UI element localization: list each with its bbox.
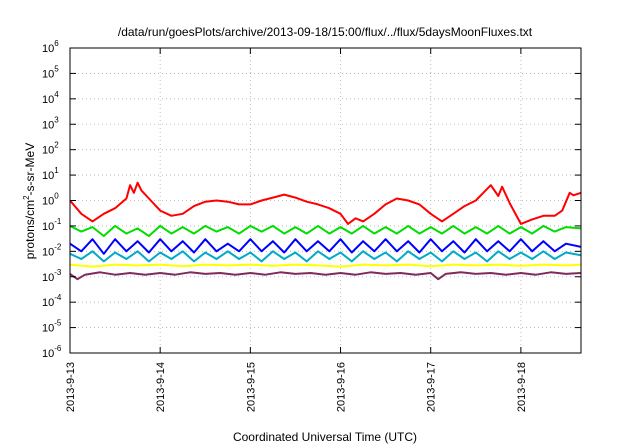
y-tick-label-exponent: -2 xyxy=(54,242,62,251)
y-tick-label-base: 10 xyxy=(42,297,54,309)
y-tick-label-base: 10 xyxy=(42,119,54,131)
x-tick-label: 2013-9-18 xyxy=(516,362,528,412)
y-tick-label: 105 xyxy=(42,64,59,80)
axis-ticks xyxy=(69,47,581,354)
y-tick-label-exponent: 6 xyxy=(54,39,59,48)
x-tick-label: 2013-9-13 xyxy=(65,362,77,412)
y-tick-label-base: 10 xyxy=(42,272,54,284)
series-line xyxy=(70,263,581,268)
series-line xyxy=(70,271,581,281)
data-series xyxy=(70,181,581,281)
y-axis-label-prefix: protons/cm xyxy=(23,200,37,259)
y-tick-label: 10-1 xyxy=(42,217,62,233)
y-tick-label-exponent: -1 xyxy=(54,217,62,226)
y-tick-labels: 10-610-510-410-310-210-11001011021031041… xyxy=(42,39,62,360)
y-tick-label: 103 xyxy=(42,115,59,131)
y-tick-label-base: 10 xyxy=(42,221,54,233)
x-tick-label: 2013-9-14 xyxy=(155,362,167,412)
x-axis-label: Coordinated Universal Time (UTC) xyxy=(233,430,417,444)
series-line xyxy=(70,250,581,263)
y-tick-label-base: 10 xyxy=(42,348,54,360)
y-tick-label-exponent: 5 xyxy=(54,64,59,73)
y-tick-label-exponent: 0 xyxy=(54,192,59,201)
y-tick-label-base: 10 xyxy=(42,94,54,106)
x-tick-label: 2013-9-17 xyxy=(426,362,438,412)
y-tick-label-base: 10 xyxy=(42,323,54,335)
x-tick-labels: 2013-9-13 2013-9-14 2013-9-15 2013-9-16 2013… xyxy=(65,362,528,412)
series-line xyxy=(70,238,581,255)
chart-title: /data/run/goesPlots/archive/2013-09-18/1… xyxy=(118,25,533,39)
y-tick-label-exponent: 2 xyxy=(54,141,59,150)
y-tick-label-base: 10 xyxy=(42,68,54,80)
y-tick-label-base: 10 xyxy=(42,170,54,182)
series-line xyxy=(70,224,581,237)
series-line xyxy=(70,181,581,225)
y-tick-label-exponent: -3 xyxy=(54,268,62,277)
y-tick-label: 10-5 xyxy=(42,319,62,335)
y-tick-label: 10-4 xyxy=(42,293,62,309)
y-tick-label: 102 xyxy=(42,141,59,157)
y-tick-label-exponent: 1 xyxy=(54,166,59,175)
x-tick-label: 2013-9-15 xyxy=(245,362,257,412)
y-axis-label-suffix: -s-sr-MeV xyxy=(23,143,37,196)
y-tick-label: 106 xyxy=(42,39,59,55)
y-axis-label: protons/cm2-s-sr-MeV xyxy=(22,143,37,259)
y-tick-label: 101 xyxy=(42,166,59,182)
y-tick-label: 10-6 xyxy=(42,344,62,360)
y-tick-label-exponent: -6 xyxy=(54,344,62,353)
y-tick-label-exponent: 4 xyxy=(54,90,59,99)
y-tick-label-base: 10 xyxy=(42,145,54,157)
y-axis-label-exponent: 2 xyxy=(22,195,31,200)
y-tick-label: 100 xyxy=(42,192,59,208)
y-tick-label-base: 10 xyxy=(42,246,54,258)
y-tick-label-exponent: -4 xyxy=(54,293,62,302)
y-tick-label: 104 xyxy=(42,90,59,106)
y-tick-label-exponent: 3 xyxy=(54,115,59,124)
x-tick-label: 2013-9-16 xyxy=(336,362,348,412)
y-tick-label-exponent: -5 xyxy=(54,319,62,328)
y-tick-label: 10-2 xyxy=(42,242,62,258)
y-tick-label-base: 10 xyxy=(42,43,54,55)
y-tick-label: 10-3 xyxy=(42,268,62,284)
y-tick-label-base: 10 xyxy=(42,196,54,208)
